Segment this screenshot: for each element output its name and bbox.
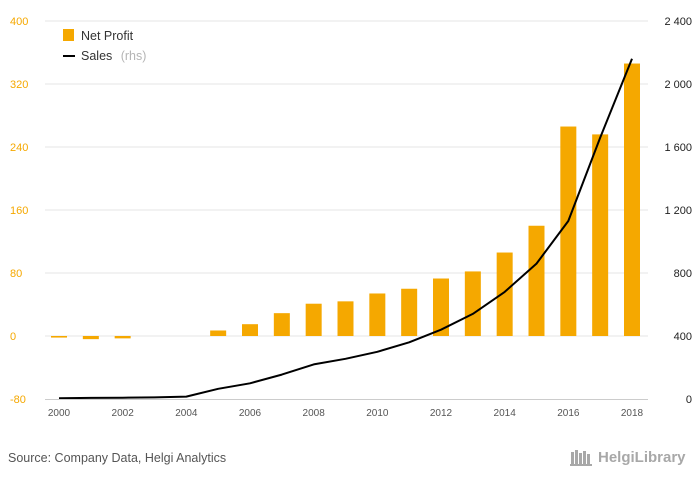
net-profit-bar — [369, 293, 386, 336]
y-right-tick-label: 400 — [674, 331, 692, 343]
x-tick-label: 2014 — [494, 408, 517, 419]
net-profit-bar — [592, 134, 609, 336]
net-profit-bar — [401, 288, 418, 336]
net-profit-bars — [51, 63, 640, 340]
net-profit-bar — [51, 336, 67, 338]
y-left-tick-label: -80 — [10, 394, 26, 406]
svg-text:Sales (rhs): Sales (rhs) — [81, 47, 146, 64]
net-profit-bar — [82, 336, 99, 340]
x-tick-label: 2008 — [303, 408, 326, 419]
x-tick-label: 2010 — [366, 408, 389, 419]
net-profit-bar — [305, 303, 322, 336]
x-tick-label: 2004 — [175, 408, 198, 419]
y-right-tick-label: 1 200 — [664, 205, 692, 217]
legend-label-sales-rhs: (rhs) — [121, 49, 147, 63]
net-profit-bar — [242, 324, 258, 336]
net-profit-bar — [560, 126, 577, 337]
grid — [45, 20, 648, 337]
x-tick-label: 2012 — [430, 408, 453, 419]
x-tick-label: 2016 — [557, 408, 580, 419]
net-profit-bar — [337, 301, 354, 336]
net-profit-bar — [464, 271, 481, 336]
net-profit-bar — [273, 313, 290, 336]
y-left-tick-label: 80 — [10, 268, 22, 280]
y-left-tick-label: 160 — [10, 205, 28, 217]
y-left-tick-label: 400 — [10, 16, 28, 28]
x-tick-label: 2006 — [239, 408, 262, 419]
x-tick-label: 2000 — [48, 408, 71, 419]
x-tick-label: 2002 — [112, 408, 135, 419]
helgi-library-logo: HelgiLibrary — [570, 449, 686, 466]
y-left-tick-label: 320 — [10, 79, 28, 91]
y-right-tick-label: 2 400 — [664, 16, 692, 28]
legend-swatch-net-profit — [63, 29, 74, 41]
x-tick-label: 2018 — [621, 408, 644, 419]
y-right-tick-label: 0 — [686, 394, 692, 406]
y-right-tick-label: 800 — [674, 268, 692, 280]
y-left-tick-label: 240 — [10, 142, 28, 154]
y-right-tick-label: 2 000 — [664, 79, 692, 91]
bookshelf-icon — [570, 450, 592, 466]
sales-line-layer — [58, 58, 633, 400]
net-profit-bar — [210, 330, 227, 336]
legend: Net Profit Sales (rhs) — [63, 29, 146, 64]
sales-line — [58, 58, 633, 400]
axes: -80 0 80 160 240 320 400 0 400 800 1 200 1 600 2 000… — [10, 16, 692, 419]
source-note: Source: Company Data, Helgi Analytics — [8, 451, 227, 465]
brand-name: HelgiLibrary — [598, 449, 686, 466]
legend-label-net-profit: Net Profit — [81, 29, 134, 43]
net-profit-bar — [528, 225, 545, 336]
y-left-tick-label: 0 — [10, 331, 16, 343]
net-profit-bar — [114, 336, 131, 339]
net-profit-bar — [496, 252, 513, 336]
net-profit-bar — [433, 278, 449, 336]
y-right-tick-label: 1 600 — [664, 142, 692, 154]
legend-label-sales: Sales — [81, 49, 112, 63]
net-profit-bar — [624, 63, 640, 337]
